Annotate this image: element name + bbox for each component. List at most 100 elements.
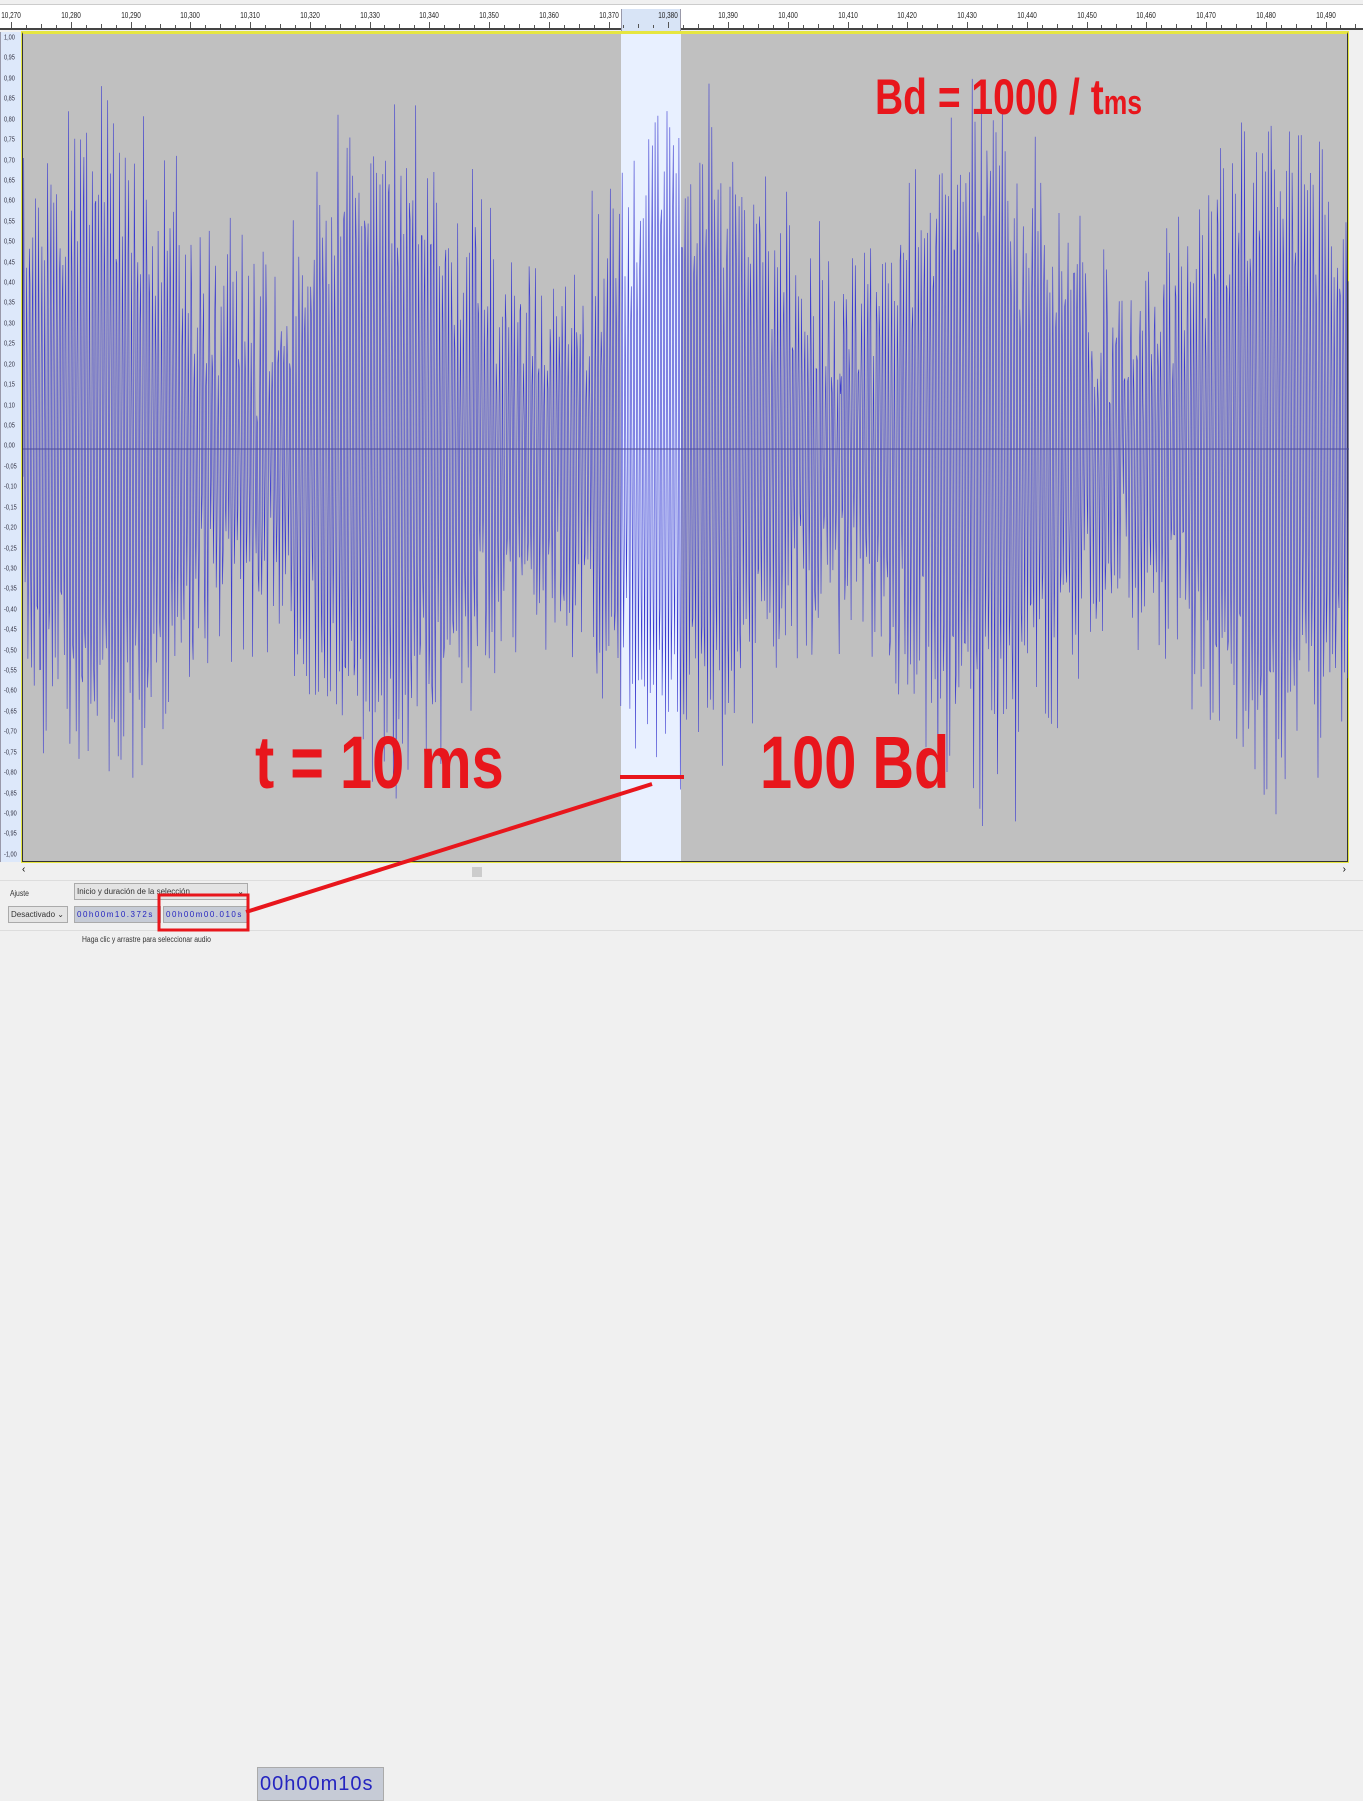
ruler-tick [220,24,222,28]
ruler-tick [145,25,147,28]
ruler-label: 10,380 [658,11,679,20]
ruler-tick [324,25,326,28]
ruler-tick [399,24,401,28]
ruler-tick [892,25,894,28]
audio-track-waveform[interactable] [21,31,1349,863]
amplitude-label: -0,75 [4,749,17,757]
ruler-tick [1265,22,1267,28]
amplitude-label: 0,95 [4,54,15,62]
ruler-label: 10,370 [598,11,619,20]
timeline-ruler[interactable]: 10,270 10,280 10,290 10,300 10,310 10,320 10,3… [0,4,1363,35]
selection-length-field[interactable]: 00h00m00.010s [163,906,248,923]
ruler-label: 10,470 [1196,11,1216,20]
formula-subscript: ms [1103,84,1143,122]
scroll-right-icon[interactable]: › [1342,864,1346,875]
ruler-tick [1191,25,1193,28]
selection-mode-dropdown[interactable]: Inicio y duración de la selección ⌄ [74,883,248,900]
ruler-tick [474,25,476,28]
ruler-label: 10,350 [479,11,499,20]
ruler-label: 10,270 [1,11,21,20]
ruler-tick [996,24,998,28]
ruler-tick [1026,22,1028,28]
amplitude-label: 0,25 [4,340,15,348]
formula-annotation: Bd = 1000 / tms [875,68,1142,126]
amplitude-label: 0,00 [4,442,15,450]
status-text: Haga clic y arrastre para seleccionar au… [82,935,211,944]
vertical-scrollbar[interactable] [1350,32,1363,862]
ruler-tick [85,25,87,28]
amplitude-label: -0,80 [4,769,17,777]
amplitude-label: 0,80 [4,116,15,124]
duration-annotation: t = 10 ms [255,721,504,804]
scroll-left-icon[interactable]: ‹ [22,864,26,875]
ruler-tick [339,24,341,28]
ruler-tick [533,25,535,28]
amplitude-label: 0,15 [4,381,15,389]
ruler-tick [593,25,595,28]
ruler-tick [713,25,715,28]
ruler-tick [414,25,416,28]
ruler-tick [1340,25,1342,28]
ruler-tick [1056,24,1058,28]
amplitude-label: -0,65 [4,708,17,716]
ruler-label: 10,460 [1136,11,1157,20]
ruler-tick [309,22,311,28]
ruler-tick [444,25,446,28]
ruler-label: 10,450 [1076,11,1097,20]
ruler-tick [698,24,700,28]
ruler-label: 10,410 [837,11,858,20]
ruler-label: 10,360 [538,11,559,20]
ruler-label: 10,430 [957,11,977,20]
snap-label: Ajuste [10,889,29,898]
scroll-thumb[interactable] [472,867,482,877]
ruler-tick [563,25,565,28]
ruler-tick [668,22,670,28]
ruler-label: 10,330 [359,11,380,20]
ruler-tick [922,25,924,28]
amplitude-label: 0,55 [4,218,15,226]
ruler-tick [70,22,72,28]
ruler-tick [235,25,237,28]
ruler-tick [250,22,251,28]
ruler-label: 10,340 [419,11,440,20]
amplitude-label: -0,20 [4,524,17,532]
amplitude-label: 0,40 [4,279,15,287]
ruler-tick [1220,25,1222,28]
chevron-down-icon: ⌄ [237,887,244,896]
ruler-tick [459,24,461,28]
amplitude-label: -0,70 [4,728,17,736]
ruler-tick [787,22,789,28]
baud-annotation: 100 Bd [760,721,950,804]
amplitude-label: -0,25 [4,545,17,552]
ruler-tick [802,25,804,28]
ruler-tick [1101,25,1103,28]
ruler-tick [832,25,834,28]
ruler-tick [130,22,132,28]
formula-text: Bd = 1000 / t [875,69,1104,125]
ruler-tick [279,24,281,28]
amplitude-scale: 1,00 0,95 0,90 0,85 0,80 0,75 0,70 0,65 0,60 0,55… [0,32,22,862]
ruler-tick [653,25,655,28]
amplitude-label: -1,00 [4,851,17,859]
ruler-tick [548,22,550,28]
ruler-tick [728,22,729,28]
ruler-tick [757,24,759,28]
ruler-tick [772,25,774,28]
ruler-tick [55,25,57,28]
amplitude-label: 1,00 [4,34,15,42]
horizontal-scrollbar[interactable]: ‹ › [22,864,1348,879]
amplitude-label: 0,75 [4,136,15,144]
ruler-tick [1011,25,1013,28]
ruler-tick [518,24,520,28]
selection-mode-value: Inicio y duración de la selección [77,887,190,896]
ruler-tick [1116,24,1118,28]
ruler-tick [1041,25,1043,28]
ruler-tick [1146,22,1148,28]
audio-position-display[interactable]: 00h00m10s [257,1767,384,1801]
snap-value: Desactivado [11,910,56,919]
ruler-label: 10,300 [180,11,201,20]
snap-dropdown[interactable]: Desactivado ⌄ [8,906,68,923]
amplitude-label: -0,45 [4,626,17,634]
selection-start-field[interactable]: 00h00m10.372s [74,906,161,923]
ruler-tick [11,22,12,28]
